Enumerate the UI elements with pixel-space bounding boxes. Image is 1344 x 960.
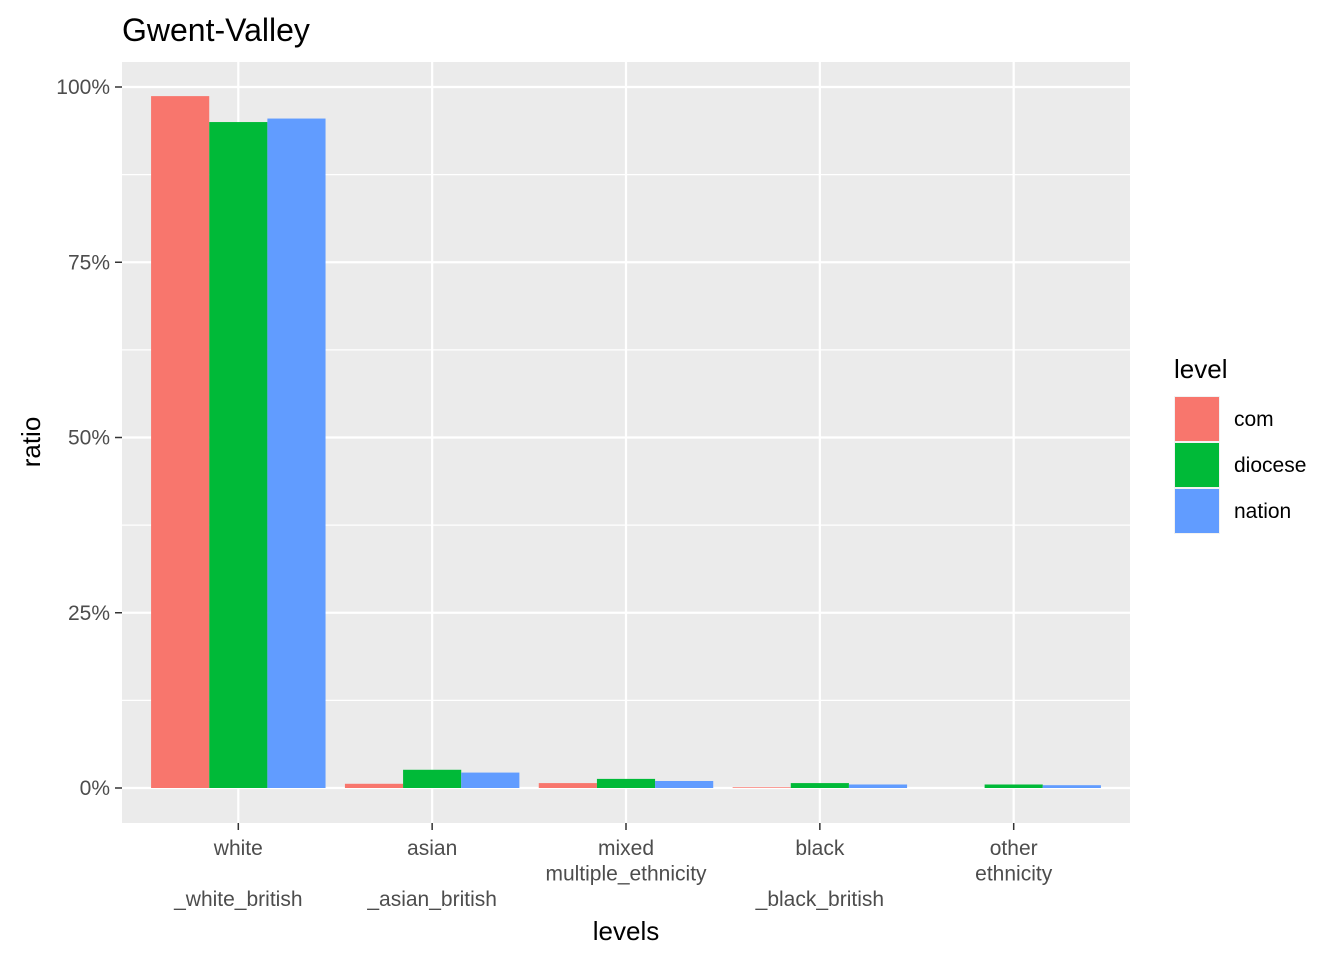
bar-diocese — [790, 783, 849, 788]
x-tick-label: mixed — [598, 837, 654, 860]
x-tick-label: asian — [407, 837, 457, 860]
x-tick-label: white — [213, 837, 263, 860]
bar-com — [732, 787, 791, 788]
legend-key-diocese — [1175, 443, 1219, 487]
bar-nation — [655, 780, 714, 788]
x-tick-label: _white_british — [173, 888, 302, 911]
legend-title: level — [1174, 354, 1227, 384]
legend-label: com — [1234, 408, 1274, 431]
y-tick-label: 0% — [80, 777, 110, 800]
bar-nation — [461, 772, 520, 788]
bar-nation — [267, 118, 326, 789]
bar-nation — [1042, 785, 1101, 788]
bar-diocese — [403, 769, 462, 788]
bar-diocese — [209, 122, 268, 789]
y-tick-label: 50% — [68, 427, 110, 450]
bar-com — [344, 783, 404, 788]
bar-diocese — [596, 778, 656, 788]
x-tick-label: multiple_ethnicity — [545, 863, 707, 886]
y-tick-label: 25% — [68, 602, 110, 625]
x-tick-label: ethnicity — [975, 863, 1053, 886]
bars — [151, 96, 1101, 789]
y-axis-title: ratio — [16, 417, 46, 468]
x-tick-label: black — [795, 837, 845, 860]
legend-label: diocese — [1234, 454, 1306, 477]
legend: level com diocese nation — [1174, 354, 1306, 534]
bar-diocese — [984, 784, 1043, 788]
y-tick-label: 75% — [68, 251, 110, 274]
bar-com — [151, 96, 210, 789]
x-tick-label: _black_british — [755, 888, 884, 911]
x-axis-title: levels — [593, 916, 659, 946]
y-axis: 0% 25% 50% 75% 100% — [56, 76, 122, 800]
bar-nation — [848, 784, 908, 788]
bar-com — [538, 783, 597, 788]
y-tick-label: 100% — [56, 76, 110, 99]
x-tick-label: other — [990, 837, 1038, 860]
legend-key-nation — [1175, 489, 1219, 533]
legend-label: nation — [1234, 500, 1291, 523]
chart-title: Gwent-Valley — [122, 12, 310, 48]
x-tick-label: _asian_british — [366, 888, 497, 911]
x-axis: white _white_british asian _asian_british mi… — [173, 823, 1053, 911]
legend-key-com — [1175, 397, 1219, 441]
